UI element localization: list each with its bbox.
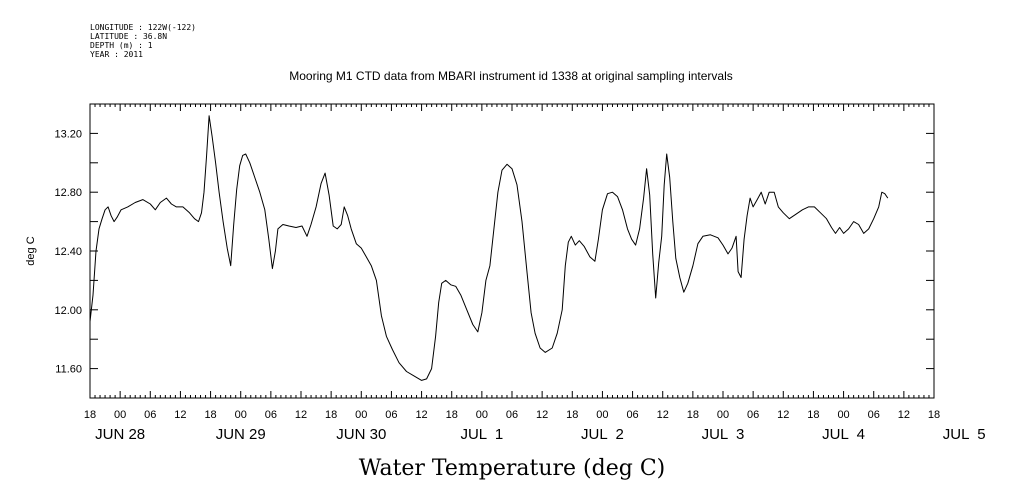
date-label: JUL 3 [702,426,745,443]
year-label: YEAR : 2011 [90,50,143,59]
x-tick-label: 00 [235,409,247,421]
x-tick-label: 12 [415,409,427,421]
date-label: JUN 30 [336,426,386,443]
x-tick-label: 00 [355,409,367,421]
series-group [89,115,889,381]
x-tick-label: 12 [777,409,789,421]
x-tick-label: 18 [325,409,337,421]
x-tick-label: 18 [204,409,216,421]
x-tick-label: 18 [687,409,699,421]
x-tick-label: 06 [747,409,759,421]
water-temperature-line [89,115,889,381]
date-label: JUL 5 [943,426,986,443]
longitude-label: LONGITUDE : 122W(-122) [90,23,196,32]
x-tick-label: 18 [446,409,458,421]
x-tick-label: 18 [84,409,96,421]
date-label: JUN 28 [95,426,145,443]
metadata-block: LONGITUDE : 122W(-122) LATITUDE : 36.8N … [90,23,196,59]
x-tick-label: 06 [868,409,880,421]
x-tick-label: 06 [144,409,156,421]
date-labels: JUN 28 JUN 29 JUN 30 JUL 1 JUL 2 JUL 3 JUL 4 JU… [95,426,985,443]
x-tick-label: 12 [657,409,669,421]
x-tick-label: 00 [717,409,729,421]
plot-frame [89,103,935,399]
date-label: JUN 29 [216,426,266,443]
y-tick-labels: 11.60 12.00 12.40 12.80 13.20 [54,128,82,375]
x-tick-label: 18 [807,409,819,421]
date-label: JUL 1 [460,426,503,443]
y-tick-label: 11.60 [55,364,82,376]
x-tick-label: 18 [928,409,940,421]
y-tick-label: 12.00 [54,305,82,317]
y-tick-label: 13.20 [54,128,82,140]
chart-title: Mooring M1 CTD data from MBARI instrumen… [289,69,733,83]
x-tick-label: 12 [295,409,307,421]
y-tick-label: 12.40 [54,246,82,258]
x-tick-label: 00 [837,409,849,421]
x-tick-label: 06 [385,409,397,421]
x-tick-label: 12 [174,409,186,421]
x-axis-label: Water Temperature (deg C) [359,456,666,481]
y-tick-label: 12.80 [54,187,82,199]
x-tick-labels: 18 00 06 12 18 00 06 12 18 00 06 12 18 00 06 12 18 00 06 12… [84,409,940,421]
x-tick-label: 06 [265,409,277,421]
y-axis-label: deg C [25,236,37,265]
x-tick-label: 12 [898,409,910,421]
date-label: JUL 4 [822,426,865,443]
depth-label: DEPTH (m) : 1 [90,41,153,50]
x-tick-label: 06 [506,409,518,421]
axis-ticks [89,103,935,399]
latitude-label: LATITUDE : 36.8N [90,32,167,41]
x-tick-label: 12 [536,409,548,421]
x-tick-label: 00 [114,409,126,421]
x-tick-label: 00 [476,409,488,421]
x-tick-label: 06 [626,409,638,421]
x-tick-label: 00 [596,409,608,421]
x-tick-label: 18 [566,409,578,421]
date-label: JUL 2 [581,426,624,443]
